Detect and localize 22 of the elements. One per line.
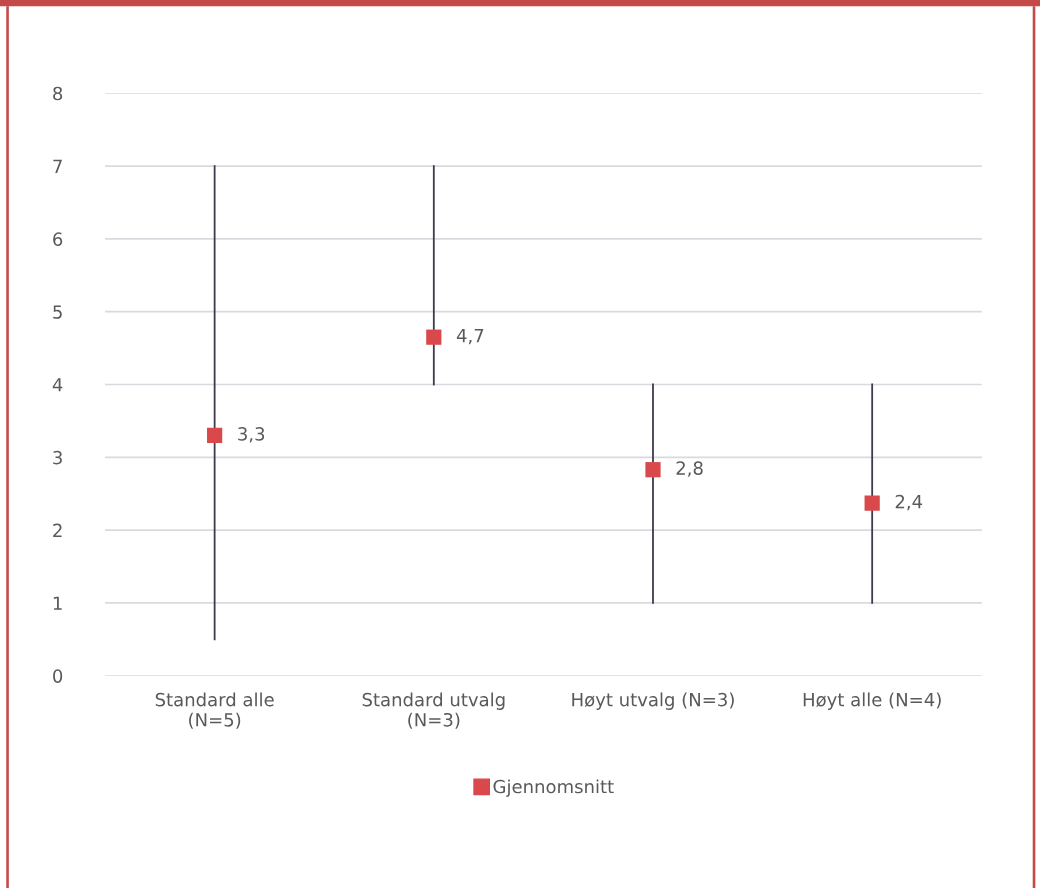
y-tick-label: 6 <box>53 232 63 246</box>
y-tick-label: 2 <box>53 523 62 537</box>
y-tick-label: 3 <box>53 450 62 465</box>
y-tick-label: 8 <box>53 86 63 101</box>
point <box>645 462 661 478</box>
y-tick-label: 0 <box>53 669 63 683</box>
y-tick-label: 1 <box>53 596 62 610</box>
data-label: 2,4 <box>895 494 923 511</box>
y-tick-label: 4 <box>52 378 63 392</box>
point <box>864 495 880 511</box>
y-tick-label: 7 <box>53 159 62 173</box>
y-tick-label: 5 <box>53 305 62 319</box>
x-tick-label: Standard utvalg (N=3) <box>362 692 505 729</box>
x-tick-label: Standard alle (N=5) <box>155 692 274 729</box>
data-label: 2,8 <box>676 461 703 477</box>
data-label: 4,7 <box>456 328 484 345</box>
x-tick-label: Høyt alle (N=4) <box>803 692 941 710</box>
legend-label: Gjennomsnitt <box>493 779 614 797</box>
x-tick-label: Høyt utvalg (N=3) <box>572 692 734 710</box>
point <box>207 427 223 444</box>
point <box>426 329 442 345</box>
data-label: 3,3 <box>238 427 265 443</box>
